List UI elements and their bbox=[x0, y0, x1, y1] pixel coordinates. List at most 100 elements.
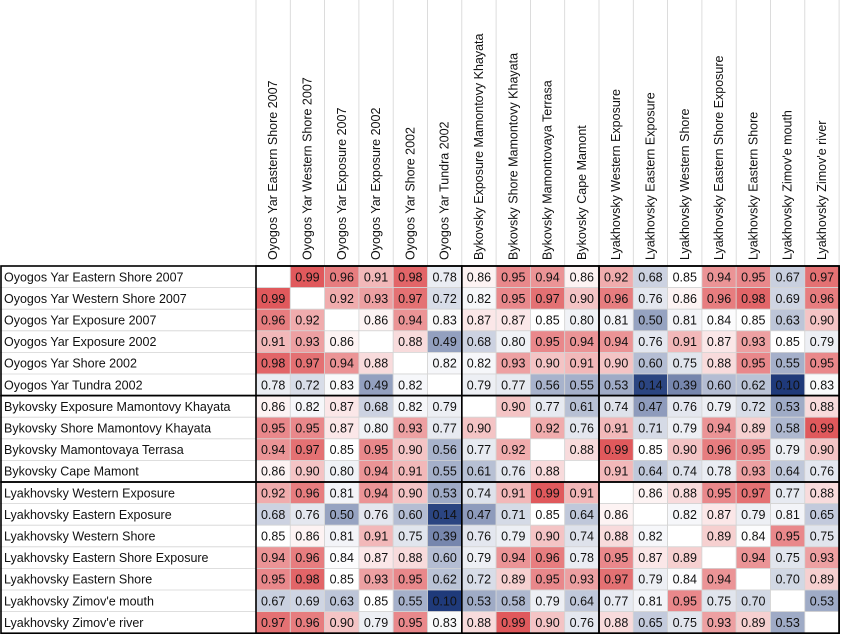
cell-value-label: 0.74 bbox=[604, 400, 628, 414]
cell-value-label: 0.95 bbox=[810, 357, 834, 371]
cell-value-label: 0.74 bbox=[467, 486, 491, 500]
cell-value-label: 0.99 bbox=[295, 270, 319, 284]
heatmap-cell bbox=[358, 330, 394, 353]
cell-value-label: 0.64 bbox=[570, 594, 594, 608]
cell-value-label: 0.86 bbox=[295, 530, 319, 544]
cell-value-label: 0.94 bbox=[364, 486, 388, 500]
cell-value-label: 0.90 bbox=[810, 314, 834, 328]
cell-value-label: 0.72 bbox=[432, 292, 456, 306]
cell-value-label: 0.99 bbox=[535, 486, 559, 500]
cell-value-label: 0.55 bbox=[570, 378, 594, 392]
heatmap-cell bbox=[701, 546, 737, 569]
cell-value-label: 0.93 bbox=[707, 616, 731, 630]
cell-value-label: 0.75 bbox=[810, 530, 834, 544]
heatmap-cell bbox=[289, 287, 325, 310]
cell-value-label: 0.83 bbox=[810, 378, 834, 392]
cell-value-label: 0.86 bbox=[261, 465, 285, 479]
column-label: Oyogos Yar Exposure 2007 bbox=[335, 108, 349, 260]
cell-value-label: 0.96 bbox=[261, 314, 285, 328]
row-label: Oyogos Yar Exposure 2007 bbox=[4, 314, 156, 328]
cell-value-label: 0.89 bbox=[810, 573, 834, 587]
heatmap-cell bbox=[564, 459, 600, 483]
cell-value-label: 0.94 bbox=[364, 465, 388, 479]
cell-value-label: 0.96 bbox=[330, 270, 354, 284]
cell-value-label: 0.63 bbox=[330, 594, 354, 608]
cell-value-label: 0.94 bbox=[707, 573, 731, 587]
cell-value-label: 0.85 bbox=[535, 508, 559, 522]
cell-value-label: 0.88 bbox=[570, 443, 594, 457]
cell-value-label: 0.87 bbox=[330, 400, 354, 414]
cell-value-label: 0.97 bbox=[295, 357, 319, 371]
cell-value-label: 0.93 bbox=[501, 357, 525, 371]
cell-value-label: 0.92 bbox=[501, 443, 525, 457]
cell-value-label: 0.53 bbox=[810, 594, 834, 608]
cell-value-label: 0.79 bbox=[467, 551, 491, 565]
cell-value-label: 0.95 bbox=[741, 357, 765, 371]
heatmap-cell bbox=[667, 524, 703, 548]
cell-value-label: 0.82 bbox=[467, 292, 491, 306]
cell-value-label: 0.93 bbox=[364, 573, 388, 587]
cell-value-label: 0.76 bbox=[673, 400, 697, 414]
cell-value-label: 0.78 bbox=[432, 270, 456, 284]
cell-value-label: 0.55 bbox=[775, 357, 799, 371]
cell-value-label: 0.95 bbox=[364, 443, 388, 457]
cell-value-label: 0.85 bbox=[673, 270, 697, 284]
cell-value-label: 0.82 bbox=[432, 357, 456, 371]
cell-value-label: 0.90 bbox=[535, 616, 559, 630]
cell-value-label: 0.82 bbox=[673, 508, 697, 522]
cell-value-label: 0.75 bbox=[398, 530, 422, 544]
cell-value-label: 0.89 bbox=[741, 422, 765, 436]
cell-value-label: 0.49 bbox=[432, 335, 456, 349]
column-label: Lyakhovsky Eastern Shore Exposure bbox=[712, 55, 726, 260]
cell-value-label: 0.83 bbox=[432, 314, 456, 328]
cell-value-label: 0.85 bbox=[261, 530, 285, 544]
cell-value-label: 0.61 bbox=[467, 465, 491, 479]
cell-value-label: 0.87 bbox=[638, 551, 662, 565]
cell-value-label: 0.86 bbox=[467, 270, 491, 284]
cell-value-label: 0.97 bbox=[535, 292, 559, 306]
cell-value-label: 0.85 bbox=[330, 573, 354, 587]
cell-value-label: 0.67 bbox=[775, 270, 799, 284]
cell-value-label: 0.39 bbox=[432, 530, 456, 544]
cell-value-label: 0.90 bbox=[501, 400, 525, 414]
column-label: Oyogos Yar Eastern Shore 2007 bbox=[266, 80, 280, 260]
cell-value-label: 0.79 bbox=[673, 422, 697, 436]
cell-value-label: 0.80 bbox=[501, 335, 525, 349]
cell-value-label: 0.76 bbox=[295, 508, 319, 522]
cell-value-label: 0.95 bbox=[604, 551, 628, 565]
cell-value-label: 0.53 bbox=[775, 400, 799, 414]
cell-value-label: 0.64 bbox=[638, 465, 662, 479]
cell-value-label: 0.68 bbox=[638, 270, 662, 284]
column-label: Lyakhovsky Zimov'e river bbox=[815, 121, 829, 260]
cell-value-label: 0.94 bbox=[570, 335, 594, 349]
cell-value-label: 0.63 bbox=[775, 314, 799, 328]
cell-value-label: 0.77 bbox=[467, 443, 491, 457]
cell-value-label: 0.92 bbox=[295, 314, 319, 328]
cell-value-label: 0.58 bbox=[775, 422, 799, 436]
cell-value-label: 0.81 bbox=[775, 508, 799, 522]
cell-value-label: 0.68 bbox=[261, 508, 285, 522]
cell-value-label: 0.76 bbox=[570, 616, 594, 630]
cell-value-label: 0.87 bbox=[364, 551, 388, 565]
heatmap-cell bbox=[324, 308, 360, 332]
cell-value-label: 0.93 bbox=[741, 465, 765, 479]
column-label: Oyogos Yar Western Shore 2007 bbox=[300, 77, 314, 260]
column-label: Bykovsky Mamontovaya Terrasa bbox=[541, 80, 555, 260]
cell-value-label: 0.95 bbox=[398, 616, 422, 630]
cell-value-label: 0.79 bbox=[501, 530, 525, 544]
cell-value-label: 0.75 bbox=[673, 616, 697, 630]
row-label: Lyakhovsky Eastern Exposure bbox=[4, 508, 172, 522]
cell-value-label: 0.88 bbox=[673, 486, 697, 500]
cell-value-label: 0.90 bbox=[673, 443, 697, 457]
cell-value-label: 0.91 bbox=[398, 465, 422, 479]
cell-value-label: 0.79 bbox=[535, 594, 559, 608]
cell-value-label: 0.49 bbox=[364, 378, 388, 392]
column-label: Lyakhovsky Zimov'e mouth bbox=[781, 110, 795, 260]
cell-value-label: 0.77 bbox=[775, 486, 799, 500]
cell-value-label: 0.97 bbox=[261, 616, 285, 630]
cell-value-label: 0.69 bbox=[295, 594, 319, 608]
row-label: Lyakhovsky Zimov'e mouth bbox=[4, 594, 154, 608]
row-label: Oyogos Yar Western Shore 2007 bbox=[4, 292, 187, 306]
cell-value-label: 0.69 bbox=[775, 292, 799, 306]
